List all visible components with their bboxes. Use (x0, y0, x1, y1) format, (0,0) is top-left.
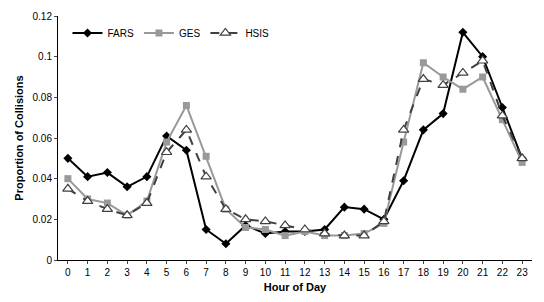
svg-text:0: 0 (46, 255, 52, 266)
svg-text:0: 0 (65, 267, 71, 278)
svg-text:16: 16 (378, 267, 390, 278)
svg-text:2: 2 (105, 267, 111, 278)
svg-text:GES: GES (179, 28, 200, 39)
svg-text:12: 12 (299, 267, 311, 278)
svg-text:19: 19 (438, 267, 450, 278)
svg-text:0.1: 0.1 (38, 51, 52, 62)
svg-text:18: 18 (418, 267, 430, 278)
svg-text:6: 6 (184, 267, 190, 278)
svg-text:0.06: 0.06 (33, 133, 53, 144)
svg-text:FARS: FARS (107, 28, 133, 39)
svg-text:0.12: 0.12 (33, 11, 53, 22)
svg-text:0.08: 0.08 (33, 92, 53, 103)
svg-text:8: 8 (223, 267, 229, 278)
svg-text:1: 1 (85, 267, 91, 278)
svg-text:20: 20 (457, 267, 469, 278)
svg-text:Hour of Day: Hour of Day (264, 281, 327, 293)
svg-text:7: 7 (203, 267, 209, 278)
svg-text:11: 11 (280, 267, 291, 278)
svg-text:10: 10 (260, 267, 272, 278)
svg-text:14: 14 (339, 267, 351, 278)
svg-text:17: 17 (398, 267, 410, 278)
svg-text:13: 13 (319, 267, 331, 278)
svg-text:Proportion of Collisions: Proportion of Collisions (13, 75, 25, 200)
svg-text:3: 3 (124, 267, 130, 278)
svg-text:15: 15 (359, 267, 371, 278)
svg-text:0.04: 0.04 (33, 173, 53, 184)
svg-text:0.02: 0.02 (33, 214, 53, 225)
svg-text:21: 21 (477, 267, 489, 278)
svg-text:4: 4 (144, 267, 150, 278)
svg-text:5: 5 (164, 267, 170, 278)
svg-text:9: 9 (243, 267, 249, 278)
svg-text:23: 23 (517, 267, 529, 278)
svg-text:HSIS: HSIS (245, 28, 269, 39)
svg-text:22: 22 (497, 267, 509, 278)
